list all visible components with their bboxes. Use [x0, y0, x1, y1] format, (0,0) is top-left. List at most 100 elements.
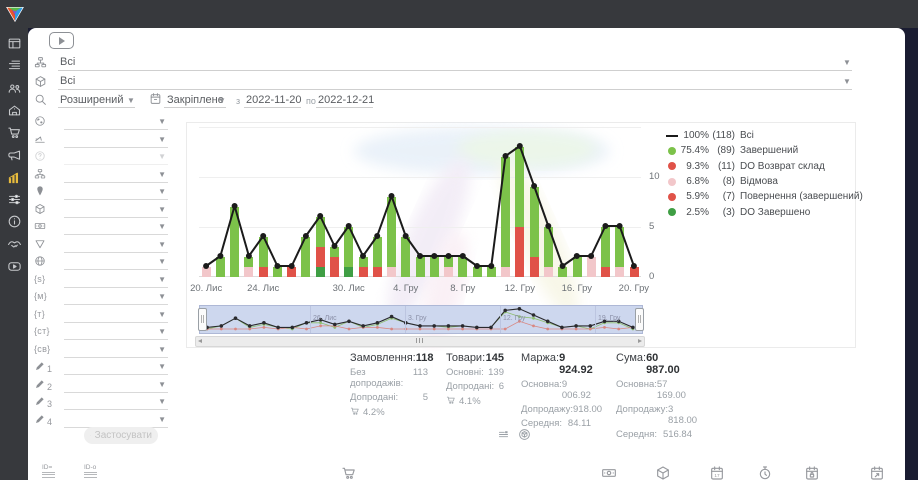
chevron-down-icon[interactable]: ▼	[158, 204, 166, 214]
legend-item-5[interactable]: 2.5% (3) DO Завершено	[665, 204, 851, 219]
structure-filter[interactable]: ▼	[34, 167, 174, 183]
legend-item-4[interactable]: 5.9% (7) Повернення (завершений)	[665, 189, 863, 204]
product-view-toggle[interactable]	[518, 428, 532, 442]
chevron-down-icon[interactable]: ▼	[158, 414, 166, 424]
summary-row-label: Допродані:	[350, 392, 399, 403]
sidebar-item-dashboard[interactable]	[0, 36, 28, 56]
tag-s-filter[interactable]: {s} ▼	[34, 272, 174, 288]
sidebar-item-analytics[interactable]	[0, 170, 28, 190]
legend-count: (7)	[722, 191, 735, 203]
chevron-down-icon[interactable]: ▼	[158, 327, 166, 336]
tag-m-filter[interactable]: {м} ▼	[34, 289, 174, 305]
product-select[interactable]: Всі	[60, 75, 76, 87]
summary-row-value: 57 169.00	[656, 379, 686, 401]
package-tab-tab[interactable]	[655, 465, 671, 480]
scroll-right-arrow-icon[interactable]	[638, 339, 642, 343]
money-tab-tab[interactable]	[601, 465, 617, 480]
chevron-down-icon[interactable]: ▼	[158, 274, 166, 284]
legend-item-1[interactable]: 75.4% (89) Завершений	[665, 143, 851, 158]
custom-1-filter[interactable]: 1 ▼	[34, 359, 174, 375]
legend-item-2[interactable]: 9.3% (11) DO Возврат склад	[665, 159, 851, 174]
bar-day-29	[613, 127, 627, 277]
period-mode-select[interactable]: Закріплене	[167, 94, 224, 106]
calendar-share-tab-tab[interactable]	[869, 465, 885, 480]
sidebar-item-partners[interactable]	[0, 237, 28, 257]
minimap-date-label: 26. Лис	[313, 315, 337, 322]
chevron-down-icon[interactable]: ▼	[843, 77, 851, 86]
tag-st-filter[interactable]: {ст} ▼	[34, 324, 174, 340]
chevron-down-icon[interactable]: ▼	[158, 239, 166, 249]
calendar-lock-tab-tab[interactable]	[804, 465, 820, 480]
sidebar-item-company[interactable]	[0, 103, 28, 123]
custom-2-filter[interactable]: 2 ▼	[34, 377, 174, 393]
calendar-date-tab-tab[interactable]: 17	[709, 465, 725, 480]
globe-grid-icon	[34, 254, 46, 272]
cart-tab-tab[interactable]	[341, 465, 357, 480]
scrollbar-grip[interactable]	[407, 338, 431, 343]
list-view-toggle[interactable]	[497, 428, 511, 442]
funnel-filter[interactable]: ▼	[34, 237, 174, 253]
chevron-down-icon[interactable]: ▼	[158, 117, 166, 126]
chevron-down-icon[interactable]: ▼	[158, 152, 166, 161]
chevron-down-icon[interactable]: ▼	[158, 169, 166, 179]
source-select[interactable]: Всі	[60, 56, 76, 68]
sidebar-item-orders[interactable]	[0, 58, 28, 78]
tag-sv-filter[interactable]: {св} ▼	[34, 342, 174, 358]
horizontal-scrollbar[interactable]	[195, 336, 645, 347]
sidebar-item-marketing[interactable]	[0, 148, 28, 168]
chevron-down-icon[interactable]: ▼	[158, 397, 166, 406]
status-filter[interactable]: ▼	[34, 132, 174, 148]
chevron-down-icon[interactable]: ▼	[158, 344, 166, 354]
minimap-left-handle[interactable]	[198, 308, 207, 331]
chevron-down-icon[interactable]: ▼	[158, 134, 166, 144]
chevron-down-icon[interactable]: ▼	[218, 96, 226, 105]
sidebar-item-info[interactable]	[0, 214, 28, 234]
pencil-icon	[34, 412, 46, 430]
legend-item-3[interactable]: 6.8% (8) Відмова	[665, 174, 851, 189]
chevron-down-icon[interactable]: ▼	[158, 379, 166, 389]
product-filter[interactable]: ▼	[34, 202, 174, 218]
chevron-down-icon[interactable]: ▼	[158, 292, 166, 301]
summary-title: Маржа:	[521, 352, 560, 364]
play-icon	[59, 36, 65, 45]
date-to-label: по	[306, 96, 316, 106]
filter-underline	[64, 129, 168, 130]
sidebar-item-video[interactable]	[0, 259, 28, 279]
id-list-tab[interactable]: ID=	[42, 464, 55, 478]
sidebar-item-settings[interactable]	[0, 192, 28, 212]
date-to-input[interactable]: 2022-12-21	[318, 94, 375, 106]
banknote-icon	[601, 468, 617, 480]
custom-4-filter[interactable]: 4 ▼	[34, 412, 174, 428]
video-help-button[interactable]	[49, 32, 74, 49]
chevron-down-icon[interactable]: ▼	[158, 187, 166, 196]
search-icon[interactable]	[34, 93, 48, 107]
filter-index: 2	[47, 381, 53, 392]
chevron-down-icon[interactable]: ▼	[127, 96, 135, 105]
tag-t-filter[interactable]: {т} ▼	[34, 307, 174, 323]
scroll-left-arrow-icon[interactable]	[198, 339, 202, 343]
range-minimap[interactable]: 26. Лис 3. Гру 12. Гру 19. Гру	[198, 305, 644, 334]
minimap-right-handle[interactable]	[635, 308, 644, 331]
date-from-input[interactable]: 2022-11-20	[246, 94, 302, 106]
id-list-alt-tab[interactable]: ID-o	[84, 464, 97, 478]
chevron-down-icon[interactable]: ▼	[158, 257, 166, 266]
sidebar-item-purchases[interactable]	[0, 125, 28, 145]
summary-title: Замовлення:	[350, 352, 416, 364]
chevron-down-icon[interactable]: ▼	[843, 58, 851, 67]
sidebar-item-clients[interactable]	[0, 81, 28, 101]
stopwatch-tab-tab[interactable]	[757, 465, 773, 480]
chevron-down-icon[interactable]: ▼	[158, 222, 166, 231]
apply-button[interactable]: Застосувати	[84, 427, 158, 444]
search-mode-select[interactable]: Розширений	[60, 94, 124, 106]
chevron-down-icon[interactable]: ▼	[158, 362, 166, 371]
manager-filter[interactable]: ▼	[34, 184, 174, 200]
legend-item-0[interactable]: 100% (118) Всі	[665, 128, 851, 143]
minimap-series	[205, 307, 635, 331]
help-filter[interactable]: ▼	[34, 149, 174, 165]
help-icon	[34, 149, 46, 167]
payment-filter[interactable]: ▼	[34, 219, 174, 235]
region-filter[interactable]: ▼	[34, 254, 174, 270]
custom-3-filter[interactable]: 3 ▼	[34, 394, 174, 410]
chevron-down-icon[interactable]: ▼	[158, 309, 166, 319]
country-filter[interactable]: ▼	[34, 114, 174, 130]
